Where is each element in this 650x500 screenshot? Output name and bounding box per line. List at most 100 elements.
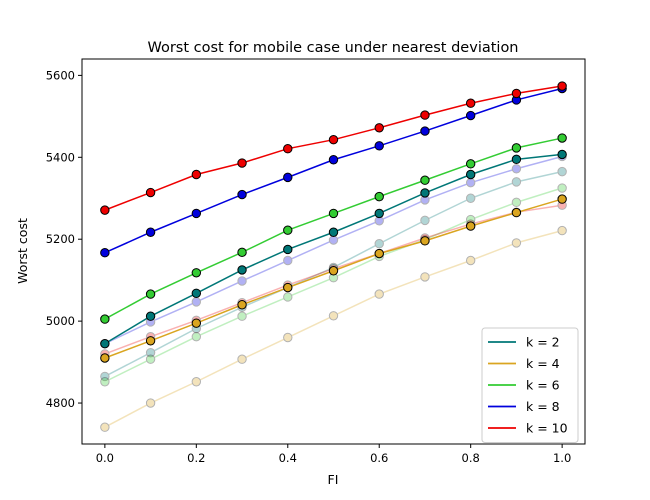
faded-series-line: [104, 155, 563, 345]
series-k6: [100, 133, 567, 324]
data-point: [283, 143, 293, 154]
data-point: [557, 194, 567, 204]
legend-label: k = 4: [526, 356, 560, 371]
data-point: [465, 98, 476, 108]
faded-data-point: [237, 311, 247, 321]
data-point: [465, 159, 476, 169]
chart-title: Worst cost for mobile case under nearest…: [147, 40, 518, 56]
legend-label: k = 10: [526, 421, 568, 436]
y-tick-label: 4800: [46, 396, 75, 410]
faded-data-point: [191, 377, 202, 387]
faded-data-point: [237, 276, 247, 286]
data-point: [237, 158, 247, 168]
x-axis-label: FI: [328, 472, 339, 487]
x-tick-label: 1.0: [553, 451, 571, 465]
data-point: [511, 143, 522, 153]
data-point: [420, 236, 430, 246]
data-point: [420, 110, 430, 120]
faded-data-point: [283, 292, 293, 302]
faded-data-point: [557, 183, 567, 193]
data-point: [420, 188, 430, 198]
x-tick-label: 0.8: [462, 451, 480, 465]
data-point: [511, 154, 522, 165]
data-point: [191, 169, 202, 180]
faded-data-point: [374, 239, 384, 249]
faded-data-point: [283, 332, 293, 343]
data-point: [191, 318, 202, 328]
series-k2: [100, 149, 567, 349]
faded-data-point: [145, 398, 156, 408]
faded-series-line: [104, 187, 563, 383]
data-point: [191, 268, 202, 278]
data-point: [465, 221, 476, 231]
faded-data-point: [191, 297, 202, 307]
series-k10: [100, 81, 567, 215]
data-point: [283, 172, 293, 183]
data-point: [328, 134, 339, 145]
faded-data-point: [100, 422, 110, 432]
y-tick-label: 5000: [46, 314, 75, 328]
data-point: [465, 169, 476, 180]
data-point: [511, 207, 522, 218]
legend-box: [481, 327, 579, 443]
data-point: [283, 282, 293, 293]
data-point: [100, 353, 110, 363]
faded-data-point: [328, 235, 339, 245]
data-point: [283, 244, 293, 255]
x-tick-label: 0.6: [370, 451, 388, 465]
faded-series-2: [100, 225, 567, 432]
faded-data-point: [511, 197, 522, 208]
series-line: [104, 85, 563, 211]
data-point: [420, 126, 430, 136]
data-point: [237, 300, 247, 310]
faded-data-point: [237, 354, 247, 364]
data-point: [328, 208, 339, 219]
faded-data-point: [465, 177, 476, 188]
plot-frame: [81, 58, 586, 445]
faded-series-line: [104, 229, 563, 428]
data-point: [557, 149, 567, 160]
data-point: [145, 311, 156, 321]
data-point: [237, 265, 247, 275]
faded-data-point: [100, 377, 110, 387]
faded-data-point: [420, 215, 430, 226]
data-point: [374, 191, 384, 202]
x-axis: 0.0 0.2 0.4 0.6 0.8 1.0: [96, 444, 571, 465]
data-point: [328, 155, 339, 165]
data-point: [374, 248, 384, 259]
data-point: [283, 225, 293, 235]
y-tick-label: 5200: [46, 232, 75, 246]
data-point: [374, 123, 384, 133]
data-point: [511, 88, 522, 99]
faded-data-point: [145, 354, 156, 364]
faded-data-point: [100, 371, 110, 382]
faded-data-point: [465, 193, 476, 203]
data-point: [237, 189, 247, 200]
data-point: [557, 81, 567, 91]
y-axis-label: Worst cost: [15, 218, 30, 284]
data-point: [145, 227, 156, 237]
data-point: [100, 314, 110, 324]
data-point: [465, 110, 476, 121]
faded-data-point: [511, 238, 522, 248]
x-tick-label: 0.0: [96, 451, 114, 465]
x-tick-label: 0.4: [279, 451, 297, 465]
faded-data-point: [511, 164, 522, 174]
data-point: [100, 338, 110, 349]
data-point: [100, 248, 110, 258]
faded-data-point: [557, 166, 567, 177]
faded-data-point: [557, 225, 567, 236]
faded-data-point: [283, 255, 293, 266]
data-point: [557, 133, 567, 143]
data-point: [191, 208, 202, 219]
legend: k = 2 k = 4 k = 6 k = 8 k = 10: [481, 327, 579, 443]
legend-label: k = 6: [526, 378, 560, 393]
x-tick-label: 0.2: [187, 451, 205, 465]
y-tick-label: 5400: [46, 150, 75, 164]
data-point: [145, 289, 156, 299]
faded-data-point: [145, 347, 156, 358]
legend-label: k = 8: [526, 399, 560, 414]
data-point: [374, 208, 384, 219]
data-point: [420, 175, 430, 185]
